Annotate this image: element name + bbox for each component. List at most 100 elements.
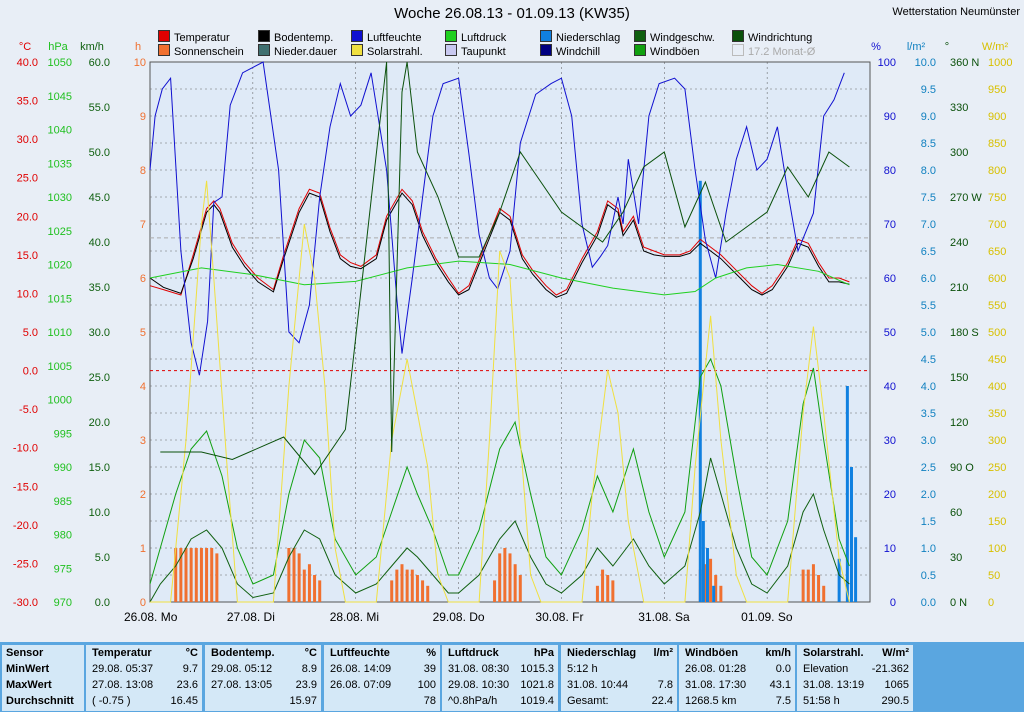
sunshine-bar: [493, 580, 497, 602]
axis-unit-wind: km/h: [80, 41, 104, 53]
legend-entry: Luftfeuchte: [351, 30, 421, 45]
axis-tick-wind: 55.0: [89, 102, 110, 114]
axis-tick-temp: 15.0: [17, 250, 38, 262]
stats-cell-value: 23.9: [295, 679, 317, 691]
stats-cell-label: Solarstrahl.: [803, 647, 864, 659]
axis-tick-temp: 10.0: [17, 288, 38, 300]
stats-cell-value: hPa: [533, 647, 554, 659]
legend-swatch: [351, 30, 363, 42]
stats-cell-label: 31.08. 10:44: [567, 679, 629, 691]
axis-tick-solar: 700: [988, 219, 1006, 231]
legend-label: Temperatur: [174, 32, 230, 44]
axis-tick-solar: 900: [988, 111, 1006, 123]
legend-swatch: [158, 30, 170, 42]
axis-tick-pressure: 990: [54, 462, 72, 474]
sunshine-bar: [302, 569, 306, 602]
axis-tick-solar: 300: [988, 435, 1006, 447]
stats-column: Bodentemp. °C 29.08. 05:12 8.9 27.08. 13:05 2…: [205, 645, 321, 711]
axis-tick-pressure: 970: [54, 597, 72, 609]
axis-tick-direction: 90 O: [950, 462, 974, 474]
stats-cell-label: Windböen: [685, 647, 739, 659]
axis-unit-rain: l/m²: [907, 41, 926, 53]
sunshine-bar: [415, 575, 419, 602]
legend-label: Windrichtung: [748, 32, 813, 44]
stats-cell-label: 29.08. 10:30: [448, 679, 510, 691]
sunshine-bar: [513, 564, 517, 602]
x-axis-label: 31.08. Sa: [638, 610, 690, 624]
sunshine-bar: [205, 548, 209, 602]
axis-tick-humidity: 0: [890, 597, 896, 609]
axis-tick-temp: 5.0: [23, 327, 38, 339]
legend-entry: Windrichtung: [732, 30, 812, 45]
axis-tick-rain: 3.5: [921, 408, 936, 420]
axis-tick-wind: 15.0: [89, 462, 110, 474]
sunshine-bar: [806, 569, 810, 602]
axis-tick-temp: -10.0: [13, 443, 38, 455]
stats-cell-value: 16.45: [170, 695, 198, 707]
axis-tick-temp: -20.0: [13, 520, 38, 532]
axis-tick-pressure: 1045: [48, 91, 72, 103]
series-line-windrichtung: [160, 61, 850, 476]
sunshine-bar: [189, 548, 193, 602]
stats-cell-label: Niederschlag: [567, 647, 637, 659]
sunshine-bar: [709, 558, 713, 602]
legend-swatch: [634, 44, 646, 56]
axis-tick-temp: 40.0: [17, 57, 38, 69]
stats-cell-label: 31.08. 13:19: [803, 679, 865, 691]
sunshine-bar: [703, 564, 707, 602]
axis-tick-pressure: 980: [54, 530, 72, 542]
axis-tick-hours: 4: [140, 381, 146, 393]
axis-tick-pressure: 1015: [48, 293, 72, 305]
legend-entry: 17.2 Monat-Ø: [732, 44, 815, 59]
stats-cell-label: 26.08. 01:28: [685, 663, 747, 675]
stats-column: Luftdruck hPa 31.08. 08:30 1015.3 29.08. 10:…: [442, 645, 558, 711]
axis-tick-rain: 2.5: [921, 462, 936, 474]
x-axis-label: 29.08. Do: [433, 610, 485, 624]
rain-bar: [712, 585, 716, 602]
axis-tick-direction: 180 S: [950, 327, 979, 339]
axis-tick-direction: 240: [950, 237, 968, 249]
stats-cell-value: %: [426, 647, 436, 659]
axis-tick-pressure: 995: [54, 428, 72, 440]
axis-tick-pressure: 1040: [48, 125, 72, 137]
stats-cell-label: Luftdruck: [448, 647, 499, 659]
legend-entry: Sonnenschein: [158, 44, 244, 59]
axis-tick-pressure: 1025: [48, 226, 72, 238]
stats-cell-value: 1015.3: [520, 663, 554, 675]
axis-tick-solar: 100: [988, 543, 1006, 555]
axis-tick-humidity: 90: [884, 111, 896, 123]
row-label: Durchschnitt: [6, 695, 74, 707]
axis-tick-temp: 0.0: [23, 366, 38, 378]
sunshine-bar: [410, 569, 414, 602]
sunshine-bar: [606, 575, 610, 602]
sunshine-bar: [822, 585, 826, 602]
sunshine-bar: [395, 569, 399, 602]
stats-cell-label: Luftfeuchte: [330, 647, 390, 659]
axis-tick-rain: 1.5: [921, 516, 936, 528]
axis-tick-direction: 270 W: [950, 192, 982, 204]
stats-cell-label: 26.08. 14:09: [330, 663, 392, 675]
axis-tick-direction: 30: [950, 552, 962, 564]
stats-cell-value: 43.1: [769, 679, 791, 691]
x-axis-label: 30.08. Fr: [535, 610, 583, 624]
legend-entry: Niederschlag: [540, 30, 620, 45]
axis-tick-direction: 210: [950, 282, 968, 294]
axis-tick-humidity: 10: [884, 543, 896, 555]
axis-tick-rain: 5.0: [921, 327, 936, 339]
stats-cell-label: ^0.8hPa/h: [448, 695, 498, 707]
axis-tick-rain: 8.0: [921, 165, 936, 177]
axis-tick-direction: 150: [950, 372, 968, 384]
axis-tick-rain: 7.5: [921, 192, 936, 204]
axis-tick-temp: 20.0: [17, 211, 38, 223]
weather-chart: 40.0 35.0 30.0 25.0 20.0 15.0 10.0 5.0 0.0 -5.0 -1…: [13, 5, 1020, 624]
stats-cell-value: 9.7: [182, 663, 198, 675]
axis-tick-wind: 20.0: [89, 417, 110, 429]
axis-tick-temp: 30.0: [17, 134, 38, 146]
axis-tick-humidity: 50: [884, 327, 896, 339]
axis-tick-solar: 400: [988, 381, 1006, 393]
stats-column: Windböen km/h 26.08. 01:28 0.0 31.08. 17:30 4…: [679, 645, 795, 711]
axis-tick-direction: 60: [950, 507, 962, 519]
legend-label: Solarstrahl.: [367, 46, 423, 58]
stats-cell-label: 1268.5 km: [685, 695, 737, 707]
stats-cell-value: 7.5: [775, 695, 791, 707]
